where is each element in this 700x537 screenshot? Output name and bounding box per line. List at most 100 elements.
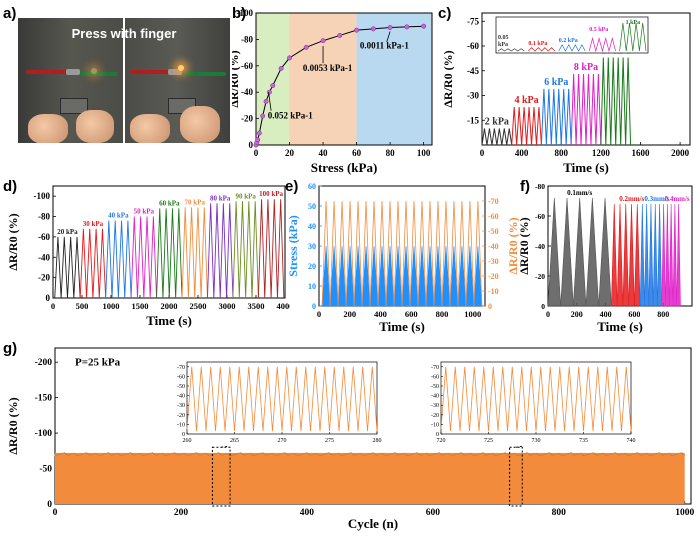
g-series-band — [55, 452, 685, 504]
g-xtick-label: 0 — [53, 508, 58, 518]
c-inset-label: 1 kPa — [626, 20, 641, 26]
e-ytick-right-label: -70 — [488, 197, 499, 206]
g-inset-xtick-label: 730 — [532, 438, 541, 444]
panel-label-c: c) — [438, 5, 452, 22]
c-series-2 — [540, 88, 572, 146]
e-ytick-right-label: -20 — [488, 272, 499, 281]
f-series-label: 0.4mm/s — [665, 195, 690, 203]
d-ytick-label: -100 — [34, 191, 51, 201]
d-series-label: 70 kPa — [185, 198, 206, 206]
b-xtick-label: 80 — [386, 148, 396, 158]
g-xlabel: Cycle (n) — [348, 516, 398, 531]
c-inset-label: 0.5 kPa — [589, 27, 608, 33]
panel-label-f: f) — [520, 178, 530, 195]
led-on — [178, 65, 184, 71]
c-inset-label: 0.05 — [498, 35, 509, 41]
g-inset-xtick-label: 270 — [278, 438, 287, 444]
c-series-label: 6 kPa — [544, 77, 568, 88]
c-series-label: 2 kPa — [485, 117, 509, 128]
g-inset-ytick-label: -70 — [431, 365, 439, 371]
g-inset-xtick-label: 275 — [325, 438, 334, 444]
g-xtick-label: 1000 — [675, 508, 694, 518]
panel-label-d: d) — [3, 178, 18, 195]
c-inset-series — [588, 37, 616, 53]
chart-b: 0 20 40 60 80 100 0 -20 -40 -60 -80 -100 ΔR/R0 (%) St… — [232, 8, 433, 175]
b-ylabel: ΔR/R0 (%) — [232, 50, 241, 107]
c-xtick-label: 1600 — [631, 148, 650, 158]
f-series-0 — [547, 197, 612, 307]
f-series-3 — [661, 203, 681, 307]
g-xtick-label: 200 — [174, 508, 189, 518]
photo-divider — [123, 18, 125, 143]
e-xtick-label: 800 — [436, 309, 449, 319]
g-xtick-label: 600 — [426, 508, 441, 518]
g-inset-xtick-label: 720 — [437, 438, 446, 444]
b-arrow-3 — [386, 31, 391, 43]
chart-f: 0 200 400 600 800 0 -20 -40 -60 -80 0.1mm/s 0.2mm/s… — [520, 182, 693, 334]
b-point — [260, 113, 266, 119]
f-xtick-label: 400 — [600, 310, 612, 319]
d-series-label: 30 kPa — [83, 220, 104, 228]
f-series-2 — [639, 203, 663, 307]
e-ytick-right-label: -30 — [488, 257, 499, 266]
e-ylabel-left: Stress (kPa) — [286, 215, 300, 276]
b-point — [337, 32, 343, 38]
b-point — [266, 89, 272, 95]
panel-label-e: e) — [285, 178, 299, 195]
b-frame — [255, 12, 433, 146]
finger-left-2 — [76, 110, 114, 143]
finger-right — [130, 114, 170, 143]
g-xtick-label: 400 — [300, 508, 315, 518]
g-inset-ytick-label: 0 — [182, 432, 185, 438]
g-inset-xtick-label: 735 — [579, 438, 588, 444]
clip-left — [66, 69, 80, 75]
b-ytick-label: -20 — [241, 114, 253, 124]
g-zoom-box-0 — [211, 446, 231, 507]
green-wire-right — [184, 72, 226, 76]
d-xtick-label: 2000 — [161, 301, 178, 311]
finger-right-2 — [180, 106, 220, 143]
g-ytick-label: -150 — [35, 394, 53, 404]
b-xtick-label: 20 — [285, 148, 295, 158]
led-off — [91, 68, 97, 74]
d-series-6 — [207, 203, 234, 299]
b-point — [354, 27, 360, 33]
e-ytick-right-label: -50 — [488, 227, 499, 236]
d-series-2 — [105, 220, 132, 299]
g-zoom-arrow-1 — [515, 445, 525, 448]
e-xtick-label: 600 — [405, 309, 418, 319]
d-ytick-label: -80 — [38, 212, 50, 222]
f-xtick-label: 600 — [628, 310, 640, 319]
f-xtick-label: 0 — [546, 310, 550, 319]
g-inset-xtick-label: 265 — [230, 438, 239, 444]
e-ytick-right-label: 0 — [488, 302, 492, 311]
e-response-series — [321, 200, 483, 307]
b-ytick-label: -100 — [237, 8, 254, 18]
c-inset-series — [558, 44, 586, 52]
c-inset-label: 0.1 kPa — [528, 41, 547, 47]
c-series-label: 4 kPa — [514, 95, 538, 106]
e-xtick-label: 0 — [317, 309, 321, 319]
d-ytick-label: -40 — [38, 252, 50, 262]
e-xtick-label: 400 — [374, 309, 387, 319]
e-ytick-left-label: 10 — [308, 282, 316, 291]
e-xlabel: Time (s) — [379, 319, 425, 334]
f-ytick-label: -60 — [535, 212, 545, 221]
b-point — [270, 83, 276, 89]
g-inset-ytick-label: -50 — [431, 384, 439, 390]
d-xtick-label: 2500 — [190, 301, 207, 311]
d-ytick-label: -60 — [38, 232, 50, 242]
d-series-label: 20 kPa — [57, 228, 78, 236]
d-series-7 — [232, 201, 259, 299]
photo-caption: Press with finger — [71, 26, 177, 41]
f-xtick-label: 800 — [657, 310, 669, 319]
c-series-3 — [570, 74, 602, 146]
b-region-2 — [356, 13, 432, 145]
chart-e: 0 200 400 600 800 100001020304050600-10-20-30… — [286, 182, 520, 334]
red-wire-right — [130, 70, 176, 74]
b-ytick-label: -60 — [241, 61, 253, 71]
g-inset-ytick-label: -40 — [177, 394, 185, 400]
g-inset-xtick-label: 740 — [627, 438, 636, 444]
